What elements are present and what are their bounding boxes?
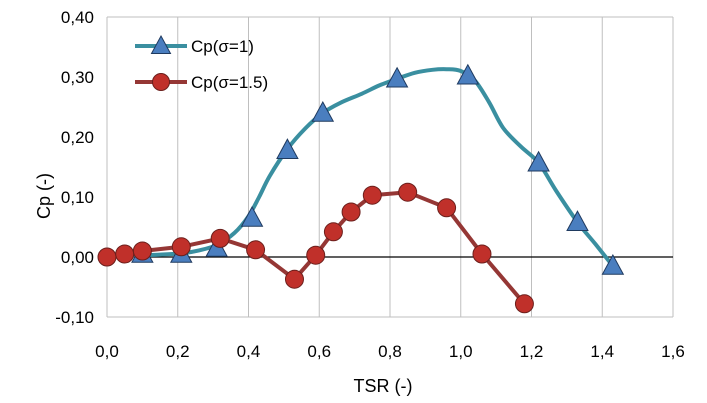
x-tick-label: 0,2: [166, 342, 190, 361]
legend-marker-triangle: [150, 34, 172, 54]
series-1-marker: [311, 100, 335, 122]
series-2-marker: [362, 185, 382, 205]
series-layer: [97, 63, 625, 314]
series-2-marker: [246, 240, 266, 260]
y-tick-label: 0,00: [61, 248, 94, 267]
series-2-marker: [398, 182, 418, 202]
x-tick-label: 1,0: [449, 342, 473, 361]
x-tick-labels: 0,0 0,2 0,4 0,6 0,8 1,0 1,2 1,4 1,6: [95, 342, 685, 361]
x-tick-label: 1,4: [590, 342, 614, 361]
y-tick-label: 0,10: [61, 188, 94, 207]
legend-item-series-1: Cp(σ=1): [135, 34, 254, 56]
series-2-marker: [437, 198, 457, 218]
series-2-marker: [514, 294, 534, 314]
y-axis-title: Cp (-): [34, 173, 54, 219]
series-2-marker: [341, 202, 361, 222]
series-1-marker: [601, 253, 625, 275]
legend-label-series-2: Cp(σ=1.5): [191, 73, 268, 92]
x-tick-label: 0,0: [95, 342, 119, 361]
series-1-marker: [456, 63, 480, 85]
series-2-marker: [97, 247, 117, 267]
series-1-marker: [276, 138, 299, 159]
legend-item-series-2: Cp(σ=1.5): [135, 73, 268, 92]
x-tick-label: 0,6: [307, 342, 331, 361]
x-tick-label: 0,4: [237, 342, 261, 361]
x-tick-label: 1,6: [661, 342, 685, 361]
series-1-marker: [566, 210, 589, 231]
series-2-marker: [306, 245, 326, 265]
series-2-marker: [115, 244, 135, 264]
legend-label-series-1: Cp(σ=1): [191, 37, 254, 56]
series-2-marker: [132, 241, 152, 261]
series-2-marker: [171, 237, 191, 257]
series-2-marker: [284, 269, 304, 289]
y-tick-label: 0,30: [61, 68, 94, 87]
y-tick-label: -0,10: [55, 308, 94, 327]
series-2-marker: [323, 222, 343, 242]
x-tick-label: 0,8: [378, 342, 402, 361]
series-1-marker: [527, 150, 550, 172]
series-1-line: [106, 67, 615, 268]
grid-lines: [106, 16, 674, 318]
series-1-marker: [385, 66, 409, 88]
y-tick-label: 0,40: [61, 8, 94, 27]
x-tick-label: 1,2: [520, 342, 544, 361]
series-2-marker: [210, 228, 230, 248]
y-tick-labels: -0,10 0,00 0,10 0,20 0,30 0,40: [55, 8, 94, 327]
series-1-marker: [240, 205, 264, 227]
legend-marker-circle: [152, 73, 170, 91]
series-2-marker: [472, 244, 492, 264]
legend: Cp(σ=1) Cp(σ=1.5): [135, 34, 268, 92]
y-tick-label: 0,20: [61, 128, 94, 147]
x-axis-title: TSR (-): [354, 376, 413, 396]
